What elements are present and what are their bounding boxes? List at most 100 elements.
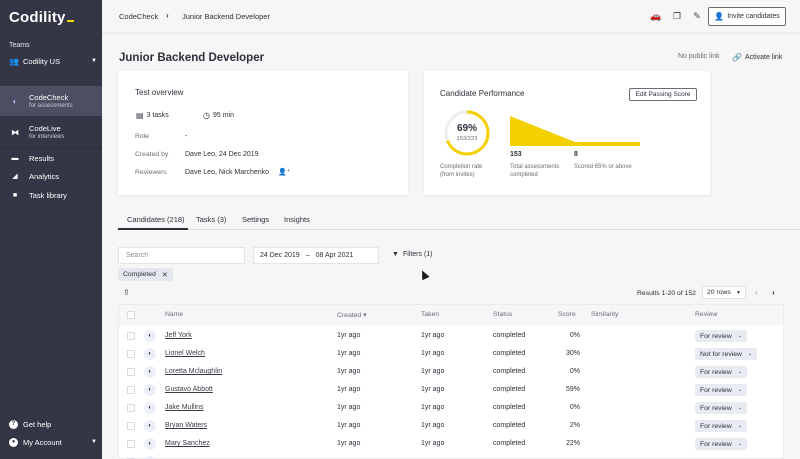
chevron-down-icon: ⌄ (737, 423, 742, 429)
score-cell: 0% (569, 404, 580, 411)
row-checkbox[interactable] (127, 332, 135, 340)
review-status-select[interactable]: For review ⌄ (695, 366, 747, 378)
review-status-select[interactable]: For review ⌄ (695, 330, 747, 342)
sidebar-item-codecheck[interactable]: ◐ CodeCheck for assessments (0, 86, 102, 116)
row-checkbox[interactable] (127, 440, 135, 448)
sidebar-item-label: Results (29, 153, 55, 163)
codecheck-icon: ◐ (144, 366, 156, 378)
my-account-menu[interactable]: ● My Account ▼ (9, 436, 97, 448)
column-header-name[interactable]: Name (165, 311, 184, 318)
review-status-select[interactable]: For review ⌄ (695, 420, 747, 432)
date-separator: – (305, 252, 310, 259)
candidate-name-link[interactable]: Jake Mullins (165, 404, 204, 411)
date-to: 08 Apr 2021 (315, 252, 354, 259)
candidate-name-link[interactable]: Lionel Welch (165, 350, 205, 357)
edit-passing-score-button[interactable]: Edit Passing Score (629, 88, 697, 101)
created-cell: 1yr ago (337, 368, 361, 375)
column-header-created[interactable]: Created ▾ (337, 311, 367, 319)
review-value: For review (700, 368, 732, 376)
candidate-name-link[interactable]: Gustavo Abbott (165, 386, 213, 393)
column-header-score[interactable]: Score (558, 311, 576, 318)
score-cell: 2% (569, 422, 580, 429)
candidates-table: Name Created ▾ Taken Status Score Simila… (118, 304, 784, 459)
sidebar-item-results[interactable]: ▬ Results (0, 151, 102, 165)
candidate-performance-card: Candidate Performance Edit Passing Score… (424, 71, 710, 195)
taken-cell: 1yr ago (421, 332, 445, 339)
sidebar-item-task-library[interactable]: ■ Task library (0, 188, 102, 202)
tab-settings[interactable]: Settings (242, 215, 270, 224)
taken-cell: 1yr ago (421, 368, 445, 375)
review-status-select[interactable]: For review ⌄ (695, 384, 747, 396)
candidate-name-link[interactable]: Mary Sanchez (165, 440, 210, 447)
total-assessments-number: 153 (510, 151, 522, 158)
chevron-down-icon: ⌄ (737, 441, 742, 447)
sort-desc-icon: ▾ (363, 312, 367, 319)
copy-icon[interactable]: ❐ (672, 11, 682, 21)
sidebar-item-title: CodeLive (29, 124, 61, 133)
table-row: ◐ Bryan Waters 1yr ago 1yr ago completed… (119, 417, 783, 435)
tab-candidates[interactable]: Candidates (218) (127, 215, 185, 224)
chevron-down-icon: ⌄ (747, 351, 753, 357)
breadcrumb-separator-icon: › (166, 11, 169, 20)
chevron-down-icon: ▼ (91, 439, 97, 445)
row-checkbox[interactable] (127, 422, 135, 430)
tab-insights[interactable]: Insights (284, 215, 310, 224)
score-cell: 0% (569, 332, 580, 339)
page-title: Junior Backend Developer (119, 52, 265, 64)
test-overview-card: Test overview ▤ 3 tasks ◷ 95 min Role - … (118, 71, 408, 195)
logo-cursor-mark (66, 20, 74, 22)
codility-logo[interactable]: Codility (9, 9, 74, 26)
row-checkbox[interactable] (127, 368, 135, 376)
taken-cell: 1yr ago (421, 386, 445, 393)
taken-cell: 1yr ago (421, 422, 445, 429)
activate-link-button[interactable]: 🔗 Activate link (732, 53, 782, 62)
sidebar: Codility Teams 👥 Codility US ▼ ◐ CodeChe… (0, 0, 102, 459)
export-icon[interactable]: ⇪ (123, 288, 130, 297)
review-value: For review (700, 440, 732, 448)
sidebar-item-label: Analytics (29, 171, 60, 181)
field-value-created-by: Dave Leo, 24 Dec 2019 (185, 151, 259, 158)
edit-icon[interactable]: ✎ (693, 11, 701, 21)
candidate-name-link[interactable]: Loretta Mclaughlin (165, 368, 223, 375)
sidebar-item-codelive[interactable]: ⧓ CodeLive for interviews (0, 118, 102, 146)
codecheck-icon: ◐ (144, 402, 156, 414)
get-help-button[interactable]: ? Get help (9, 418, 97, 430)
column-header-similarity[interactable]: Similarity (591, 311, 619, 318)
add-reviewer-icon[interactable]: 👤⁺ (278, 169, 291, 176)
document-icon: ▤ (136, 111, 144, 120)
analytics-icon: ◢ (12, 173, 18, 180)
team-selector[interactable]: 👥 Codility US ▼ (9, 55, 97, 67)
invite-candidates-button[interactable]: 👤 Invite candidates (708, 7, 786, 26)
remove-chip-icon[interactable]: ✕ (161, 271, 168, 279)
column-header-review[interactable]: Review (695, 311, 718, 318)
rows-per-page-select[interactable]: 20 rows ▼ (702, 286, 746, 299)
prev-page-icon[interactable]: ‹ (755, 288, 758, 297)
candidate-name-link[interactable]: Jeff York (165, 332, 192, 339)
review-status-select[interactable]: For review ⌄ (695, 402, 747, 414)
review-status-select[interactable]: Not for review ⌄ (695, 348, 758, 360)
review-status-select[interactable]: For review ⌄ (695, 438, 747, 450)
row-checkbox[interactable] (127, 350, 135, 358)
help-icon: ? (9, 419, 18, 429)
next-page-icon[interactable]: › (772, 288, 775, 297)
table-row: ◐ Gustavo Abbott 1yr ago 1yr ago complet… (119, 381, 783, 399)
breadcrumb-codecheck[interactable]: CodeCheck (119, 12, 159, 21)
column-header-status[interactable]: Status (493, 311, 513, 318)
tab-tasks[interactable]: Tasks (3) (196, 215, 227, 224)
preview-icon[interactable]: 🚗 (650, 11, 662, 21)
search-input[interactable] (118, 247, 245, 264)
total-label-line2: completed (510, 172, 538, 178)
filters-button[interactable]: ▼ Filters (1) (392, 251, 433, 258)
column-header-taken[interactable]: Taken (421, 311, 440, 318)
select-all-checkbox[interactable] (127, 311, 135, 319)
review-value: For review (700, 386, 732, 394)
tasks-count-text: 3 tasks (146, 112, 169, 119)
candidate-name-link[interactable]: Bryan Waters (165, 422, 208, 429)
row-checkbox[interactable] (127, 386, 135, 394)
sidebar-item-analytics[interactable]: ◢ Analytics (0, 169, 102, 183)
date-range-picker[interactable]: 24 Dec 2019 – 08 Apr 2021 (253, 247, 379, 264)
table-row: ◐ Mary Sanchez 1yr ago 1yr ago completed… (119, 435, 783, 453)
taken-cell: 1yr ago (421, 404, 445, 411)
filters-label: Filters (1) (402, 251, 433, 258)
row-checkbox[interactable] (127, 404, 135, 412)
